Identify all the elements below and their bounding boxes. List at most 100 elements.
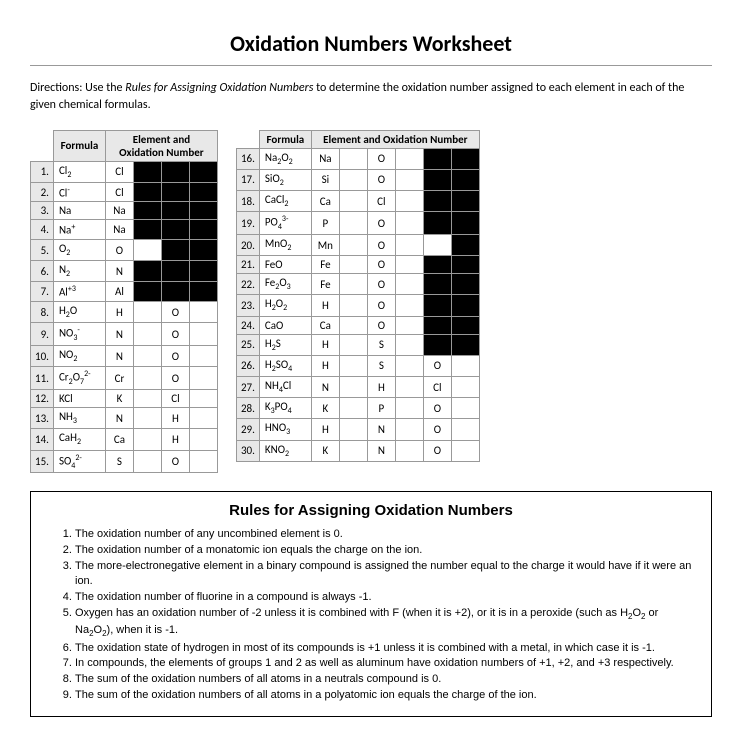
value-cell xyxy=(339,316,367,334)
value-cell xyxy=(133,390,161,408)
row-number: 28. xyxy=(236,398,259,419)
value-cell xyxy=(395,440,423,461)
title-divider xyxy=(30,65,712,66)
rule-item: The sum of the oxidation numbers of all … xyxy=(75,688,695,703)
blocked-cell xyxy=(451,274,479,295)
value-cell xyxy=(189,390,217,408)
blocked-cell xyxy=(133,161,161,182)
blocked-cell xyxy=(423,169,451,190)
blocked-cell xyxy=(423,212,451,235)
table-row: 8.H2OHO xyxy=(31,302,218,323)
element-cell: Cl xyxy=(105,161,133,182)
right-table: FormulaElement and Oxidation Number16.Na… xyxy=(236,130,480,462)
blocked-cell xyxy=(451,148,479,169)
table-row: 12.KClKCl xyxy=(31,390,218,408)
element-cell: O xyxy=(367,256,395,274)
rule-item: The oxidation number of fluorine in a co… xyxy=(75,590,695,605)
row-number: 6. xyxy=(31,261,54,282)
table-row: 30.KNO2KNO xyxy=(236,440,479,461)
table-row: 26.H2SO4HSO xyxy=(236,355,479,376)
element-cell: O xyxy=(161,302,189,323)
blocked-cell xyxy=(161,220,189,240)
table-row: 21.FeOFeO xyxy=(236,256,479,274)
element-cell: Ca xyxy=(105,429,133,450)
value-cell xyxy=(395,148,423,169)
blocked-cell xyxy=(423,334,451,355)
row-number: 25. xyxy=(236,334,259,355)
formula-cell: FeO xyxy=(259,256,311,274)
row-number: 24. xyxy=(236,316,259,334)
rule-item: The more-electronegative element in a bi… xyxy=(75,559,695,589)
formula-cell: NH3 xyxy=(53,408,105,429)
blocked-cell xyxy=(189,261,217,282)
header-element-oxidation: Element and Oxidation Number xyxy=(311,130,479,148)
element-cell: Mn xyxy=(311,235,339,256)
row-number: 20. xyxy=(236,235,259,256)
element-cell: N xyxy=(105,408,133,429)
blocked-cell xyxy=(133,182,161,202)
row-number: 12. xyxy=(31,390,54,408)
value-cell xyxy=(133,450,161,473)
formula-cell: Cr2O72- xyxy=(53,367,105,390)
rules-box: Rules for Assigning Oxidation Numbers Th… xyxy=(30,491,712,717)
element-cell: S xyxy=(367,355,395,376)
row-number: 19. xyxy=(236,212,259,235)
tables-container: FormulaElement and Oxidation Number1.Cl2… xyxy=(30,130,712,474)
value-cell xyxy=(395,334,423,355)
table-row: 2.Cl-Cl xyxy=(31,182,218,202)
element-cell: H xyxy=(311,334,339,355)
value-cell xyxy=(395,256,423,274)
value-cell xyxy=(189,450,217,473)
blocked-cell xyxy=(451,190,479,211)
value-cell xyxy=(189,429,217,450)
element-cell: Cl xyxy=(367,190,395,211)
blocked-cell xyxy=(189,282,217,302)
row-number: 23. xyxy=(236,295,259,316)
blocked-cell xyxy=(161,202,189,220)
table-row: 4.Na+Na xyxy=(31,220,218,240)
formula-cell: KCl xyxy=(53,390,105,408)
blocked-cell xyxy=(423,274,451,295)
element-cell: P xyxy=(367,398,395,419)
table-row: 27.NH4ClNHCl xyxy=(236,376,479,397)
element-cell: H xyxy=(311,355,339,376)
formula-cell: Na2O2 xyxy=(259,148,311,169)
blocked-cell xyxy=(423,256,451,274)
value-cell xyxy=(133,429,161,450)
blocked-cell xyxy=(423,190,451,211)
element-cell: N xyxy=(105,346,133,367)
formula-cell: Cl- xyxy=(53,182,105,202)
element-cell: O xyxy=(367,274,395,295)
table-row: 28.K3PO4KPO xyxy=(236,398,479,419)
element-cell: O xyxy=(423,398,451,419)
formula-cell: CaH2 xyxy=(53,429,105,450)
element-cell: Na xyxy=(311,148,339,169)
table-row: 24.CaOCaO xyxy=(236,316,479,334)
element-cell: O xyxy=(367,169,395,190)
table-row: 1.Cl2Cl xyxy=(31,161,218,182)
element-cell: Ca xyxy=(311,316,339,334)
element-cell: H xyxy=(105,302,133,323)
blocked-cell xyxy=(423,295,451,316)
row-number: 2. xyxy=(31,182,54,202)
element-cell: O xyxy=(423,355,451,376)
value-cell xyxy=(451,398,479,419)
row-number: 11. xyxy=(31,367,54,390)
value-cell xyxy=(133,367,161,390)
blocked-cell xyxy=(189,240,217,261)
element-cell: N xyxy=(105,323,133,346)
element-cell: H xyxy=(311,295,339,316)
element-cell: Fe xyxy=(311,256,339,274)
value-cell xyxy=(395,355,423,376)
directions-italic: Rules for Assigning Oxidation Numbers xyxy=(125,81,313,95)
value-cell xyxy=(133,408,161,429)
formula-cell: NO3- xyxy=(53,323,105,346)
blocked-cell xyxy=(451,295,479,316)
row-number: 7. xyxy=(31,282,54,302)
value-cell xyxy=(339,355,367,376)
table-row: 18.CaCl2CaCl xyxy=(236,190,479,211)
value-cell xyxy=(189,323,217,346)
row-number: 5. xyxy=(31,240,54,261)
table-row: 25.H2SHS xyxy=(236,334,479,355)
value-cell xyxy=(395,190,423,211)
